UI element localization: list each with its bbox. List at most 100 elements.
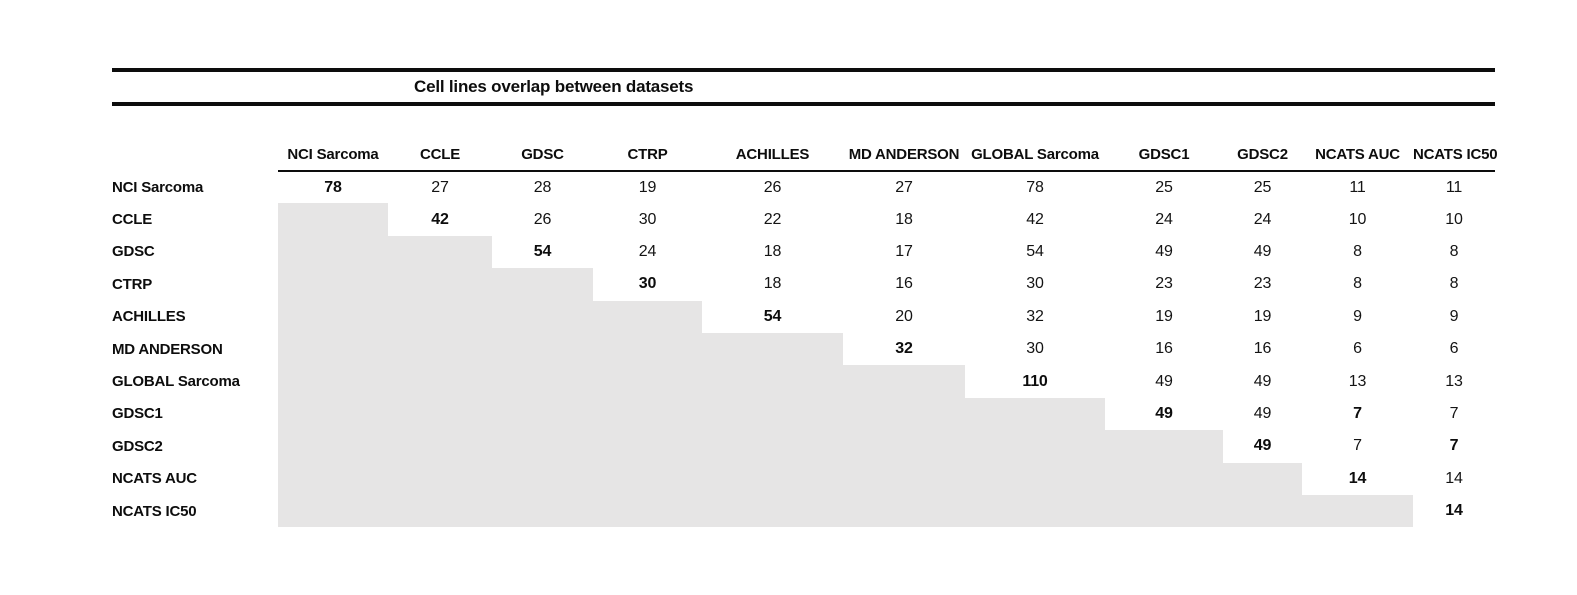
matrix-cell: 42 (431, 210, 449, 228)
matrix-cell: 25 (1253, 178, 1272, 196)
matrix-cell (593, 430, 702, 463)
matrix-cell (1223, 462, 1302, 495)
matrix-cell: 20 (895, 307, 913, 325)
matrix-cell (388, 462, 492, 495)
matrix-cell (492, 462, 593, 495)
matrix-cell: 49 (1155, 372, 1173, 390)
mid-rule (112, 102, 1495, 106)
matrix-cell (702, 430, 843, 463)
matrix-cell: 30 (1026, 340, 1044, 358)
matrix-cell (388, 397, 492, 431)
matrix-cell: 8 (1353, 242, 1362, 260)
matrix-cell (278, 494, 388, 528)
matrix-header-row: NCI Sarcoma CCLE GDSC CTRP ACHILLES MD ANDERS… (112, 138, 1498, 172)
matrix-cell: 32 (1026, 307, 1044, 325)
matrix-cell: 9 (1449, 307, 1459, 325)
matrix-cell (593, 300, 702, 333)
matrix-cell: 17 (895, 242, 913, 260)
matrix-cell: 8 (1449, 275, 1459, 293)
matrix-cell: 30 (638, 210, 657, 228)
title-row: Cell lines overlap between datasets (112, 72, 1495, 102)
matrix-cell: 49 (1253, 404, 1272, 422)
table-row: NCATS IC50 14 (112, 494, 1495, 528)
matrix-cell (702, 332, 843, 366)
matrix-cell (965, 462, 1105, 495)
column-header: CTRP (593, 138, 702, 172)
matrix-cell (492, 365, 593, 398)
matrix-cell (388, 430, 492, 463)
matrix-cell (593, 462, 702, 495)
matrix-cell (702, 494, 843, 528)
matrix-cell: 27 (895, 178, 913, 196)
matrix-cell: 24 (1253, 210, 1272, 228)
matrix-cell: 7 (1353, 437, 1362, 455)
matrix-cell: 22 (763, 210, 782, 228)
matrix-cell: 19 (638, 178, 657, 196)
matrix-cell (278, 430, 388, 463)
matrix-cell (1302, 494, 1413, 528)
matrix-cell (278, 203, 388, 236)
overlap-matrix-table: NCI Sarcoma CCLE GDSC CTRP ACHILLES MD ANDERS… (112, 138, 1498, 528)
matrix-cell (278, 365, 388, 398)
matrix-cell: 19 (1155, 307, 1173, 325)
matrix-cell: 11 (1445, 178, 1463, 196)
table-row: CTRP 30 18 16 30 23 23 8 8 (112, 268, 1495, 301)
matrix-cell: 18 (895, 210, 913, 228)
matrix-cell (593, 332, 702, 366)
matrix-cell (492, 332, 593, 366)
matrix-cell: 30 (1026, 275, 1044, 293)
matrix-cell (492, 494, 593, 528)
column-header: GDSC (492, 138, 593, 172)
matrix-cell: 26 (763, 178, 782, 196)
matrix-cell: 16 (1155, 340, 1173, 358)
matrix-cell (278, 300, 388, 333)
matrix-cell (1223, 494, 1302, 528)
matrix-cell (388, 268, 492, 301)
matrix-cell: 7 (1353, 404, 1362, 422)
matrix-cell (843, 365, 965, 398)
matrix-cell: 49 (1253, 437, 1272, 455)
matrix-cell (965, 430, 1105, 463)
matrix-cell: 49 (1155, 404, 1173, 422)
row-header: CCLE (112, 211, 153, 229)
table-row: GLOBAL Sarcoma 110 49 49 13 13 (112, 365, 1495, 398)
column-header: GDSC2 (1223, 138, 1302, 172)
matrix-cell: 23 (1155, 275, 1173, 293)
matrix-cell (492, 300, 593, 333)
matrix-cell: 6 (1353, 340, 1362, 358)
column-header: NCI Sarcoma (278, 138, 388, 172)
matrix-cell (593, 494, 702, 528)
matrix-cell (965, 397, 1105, 431)
matrix-cell (388, 494, 492, 528)
matrix-cell: 54 (533, 242, 552, 260)
column-header: MD ANDERSON (843, 138, 965, 172)
row-header: NCI Sarcoma (112, 178, 204, 196)
matrix-cell: 8 (1449, 242, 1459, 260)
matrix-cell: 7 (1449, 404, 1459, 422)
matrix-cell (593, 397, 702, 431)
matrix-cell (702, 397, 843, 431)
matrix-cell (278, 397, 388, 431)
table-row: GDSC2 49 7 7 (112, 430, 1495, 463)
row-header: GLOBAL Sarcoma (112, 373, 240, 391)
matrix-cell (388, 365, 492, 398)
matrix-cell: 18 (763, 242, 782, 260)
row-header: NCATS IC50 (112, 502, 197, 520)
matrix-cell (1105, 430, 1223, 463)
matrix-cell: 54 (763, 307, 782, 325)
row-header: CTRP (112, 275, 153, 293)
matrix-cell (1105, 494, 1223, 528)
matrix-cell: 13 (1445, 372, 1463, 390)
matrix-cell: 24 (638, 242, 657, 260)
row-header: NCATS AUC (112, 470, 197, 488)
row-header: MD ANDERSON (112, 340, 223, 358)
matrix-cell: 14 (1445, 469, 1463, 487)
row-header: ACHILLES (112, 308, 186, 326)
matrix-cell (843, 397, 965, 431)
matrix-cell (492, 268, 593, 301)
column-header: ACHILLES (702, 138, 843, 172)
matrix-cell: 13 (1348, 372, 1367, 390)
matrix-cell: 28 (533, 178, 552, 196)
matrix-cell: 16 (895, 275, 913, 293)
